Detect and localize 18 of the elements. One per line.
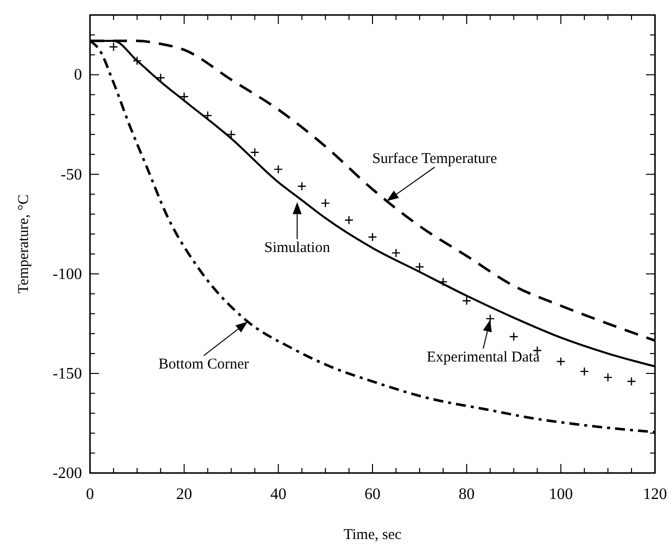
y-tick-label: -100 bbox=[52, 266, 82, 283]
annotation: Surface Temperature bbox=[372, 151, 498, 168]
x-tick-label: 80 bbox=[458, 486, 475, 503]
y-tick-label: 0 bbox=[74, 66, 82, 84]
x-tick-label: 120 bbox=[643, 486, 667, 503]
x-tick-label: 0 bbox=[86, 486, 94, 503]
x-tick-label: 100 bbox=[548, 486, 573, 503]
y-tick-label: -200 bbox=[52, 465, 82, 482]
y-axis-title: Temperature, °C bbox=[16, 194, 32, 294]
x-tick-label: 60 bbox=[364, 486, 380, 503]
y-tick-label: -50 bbox=[60, 166, 82, 184]
annotation: Bottom Corner bbox=[158, 356, 249, 373]
x-tick-label: 20 bbox=[176, 486, 192, 503]
x-axis-title: Time, sec bbox=[344, 527, 402, 543]
annotation: Experimental Data bbox=[426, 350, 540, 366]
annotation: Simulation bbox=[264, 240, 331, 256]
y-tick-label: -150 bbox=[52, 365, 82, 382]
x-tick-label: 40 bbox=[270, 486, 286, 503]
